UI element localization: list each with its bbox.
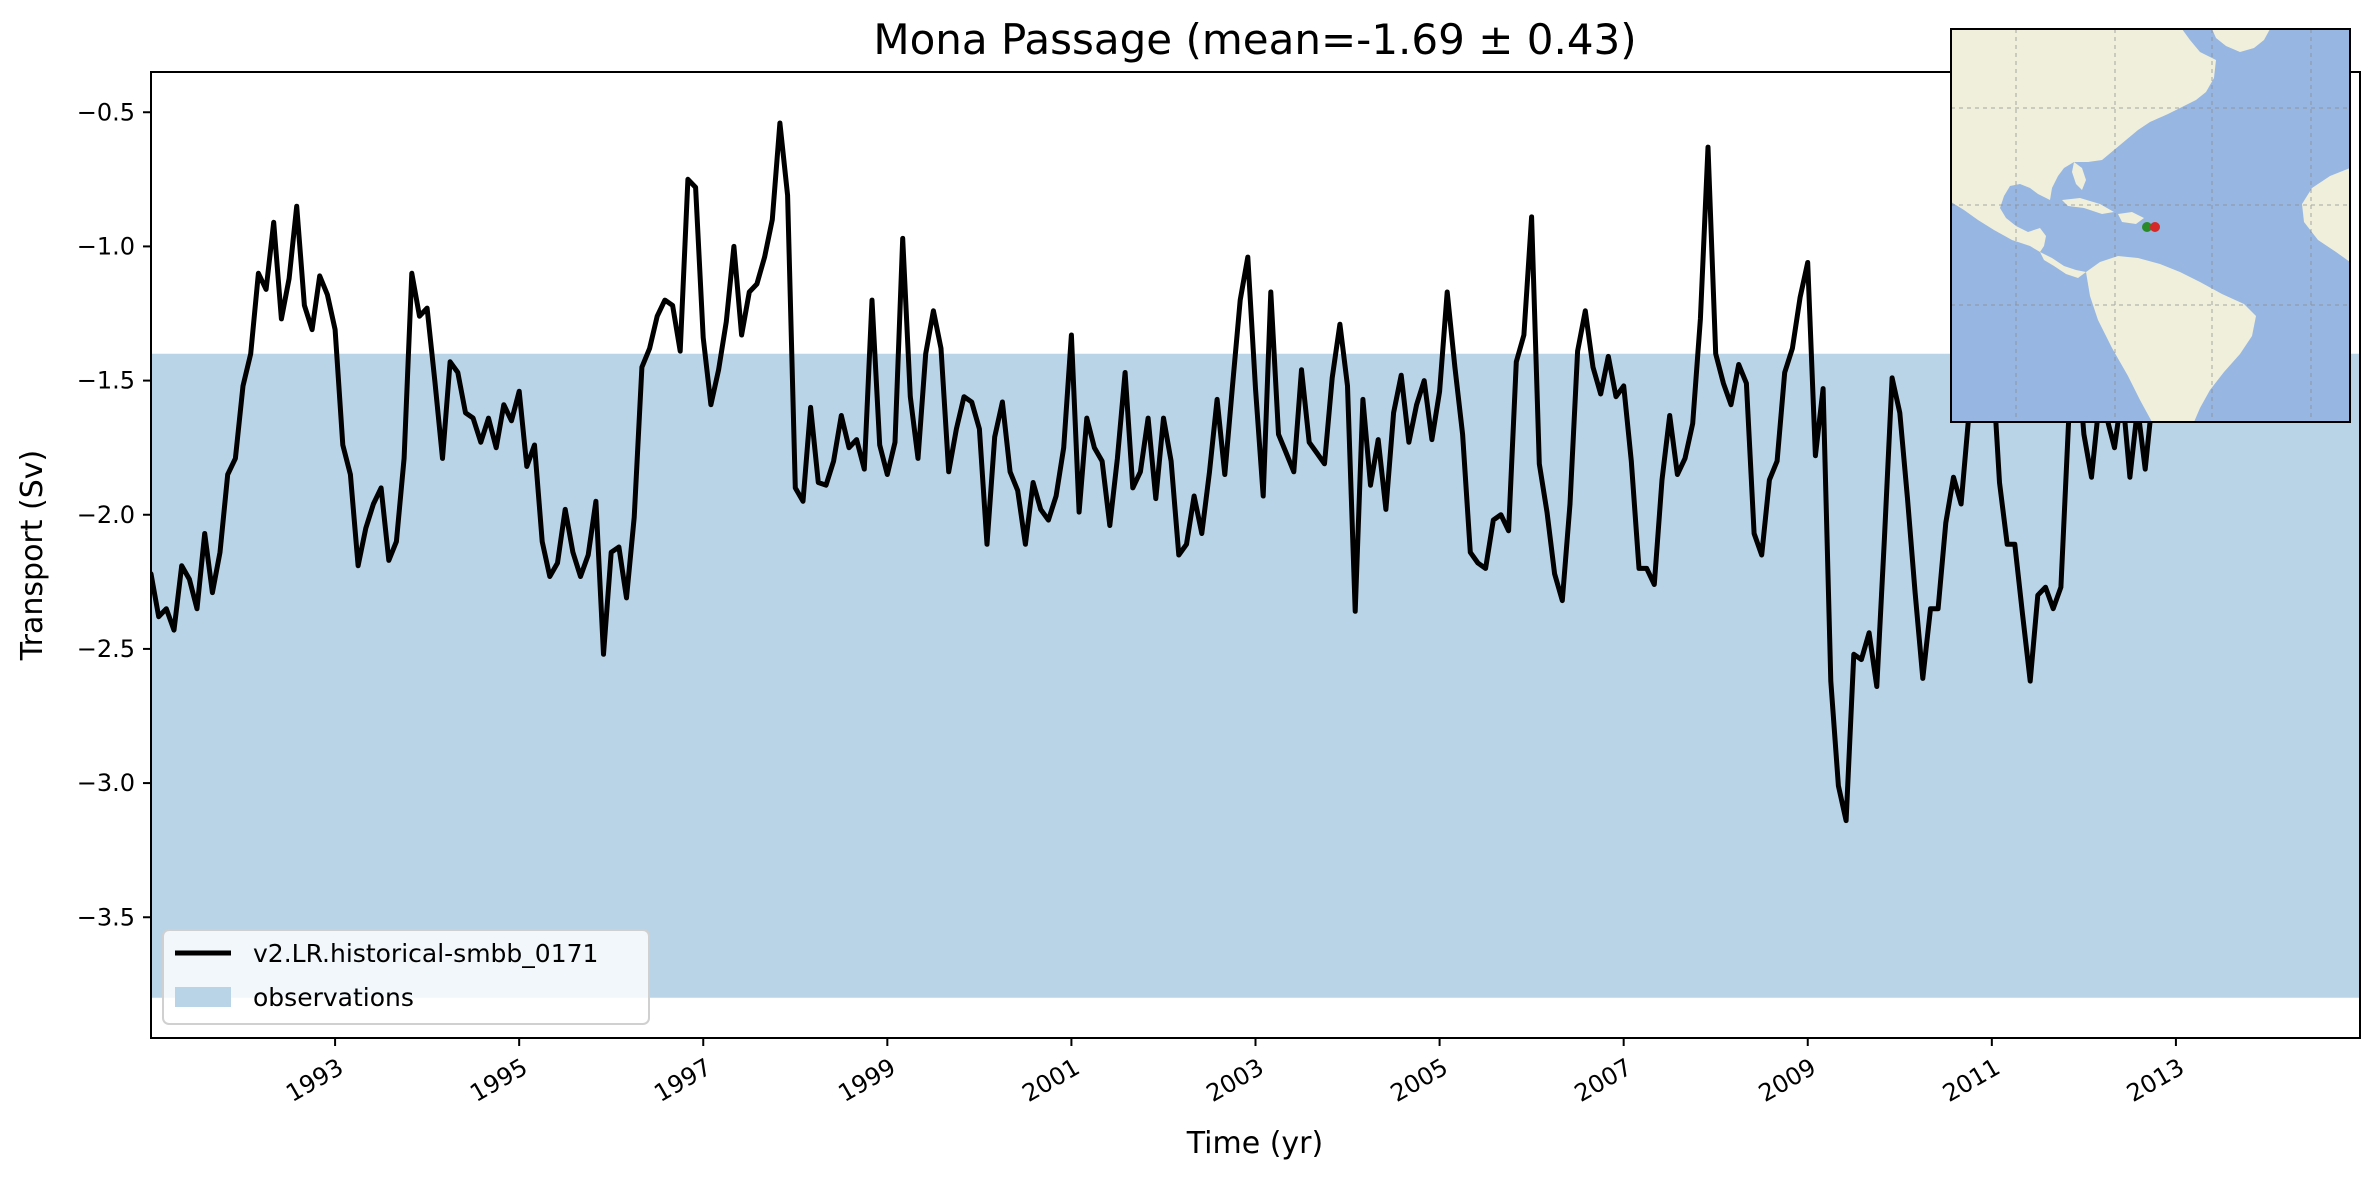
map-land-north-america [1951,29,2216,252]
map-land-cuba [2062,198,2114,214]
y-tick-label: −1.5 [77,367,135,395]
inset-map [1950,28,2351,423]
map-land-africa [2302,168,2350,262]
legend-observations-label: observations [253,983,414,1012]
legend: v2.LR.historical-smbb_0171 observations [162,929,650,1025]
legend-observations-swatch [175,987,231,1007]
y-tick-label: −0.5 [77,98,135,126]
x-axis-label: Time (yr) [1186,1126,1323,1161]
map-land-greenland [2212,29,2270,52]
y-tick-label: −3.0 [77,769,135,797]
map-land-south-america [2086,256,2256,422]
chart-title: Mona Passage (mean=-1.69 ± 0.43) [873,15,1636,64]
legend-box [162,929,650,1025]
y-tick-label: −2.5 [77,635,135,663]
map-marker-start [2142,222,2152,232]
transport-series-line [151,120,2194,824]
legend-series-label: v2.LR.historical-smbb_0171 [253,939,598,968]
map-frame [1950,28,2351,423]
y-axis-label: Transport (Sv) [15,450,50,662]
map-graticule [1951,29,2350,422]
map-land-florida [2072,162,2086,190]
y-tick-label: −2.0 [77,501,135,529]
map-land-central-america [2040,252,2086,278]
y-tick-label: −3.5 [77,903,135,931]
map-marker-end [2150,222,2160,232]
observations-band [151,353,2360,998]
map-land-hispaniola [2118,212,2144,224]
map-land-newfoundland [2166,96,2184,110]
y-axis: −3.5 −3.0 −2.5 −2.0 −1.5 −1.0 −0.5 [77,98,151,931]
y-tick-label: −1.0 [77,232,135,260]
